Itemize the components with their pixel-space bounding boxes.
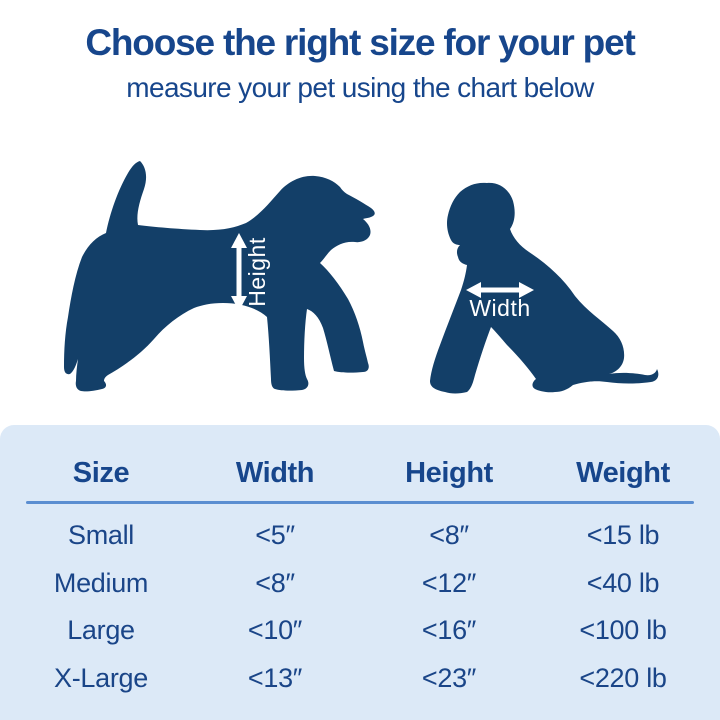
page-subtitle: measure your pet using the chart below [126,72,594,103]
sitting-dog-figure: Width [430,182,659,394]
cell-size: Medium [53,567,149,598]
table-row-large: Large <10″ <16″ <100 lb [0,607,720,655]
cell-height: <23″ [421,662,477,693]
page-title: Choose the right size for your pet [85,22,635,63]
table-row-small: Small <5″ <8″ <15 lb [0,512,720,560]
column-header-size: Size [72,456,130,489]
cell-weight: <15 lb [586,520,660,551]
table-row-medium: Medium <8″ <12″ <40 lb [0,560,720,608]
header-divider [26,501,694,504]
column-header-width: Width [235,456,315,489]
height-measure-label: Height [244,237,270,307]
cell-width: <13″ [247,662,303,693]
cell-height: <12″ [421,567,477,598]
sitting-dog-silhouette [430,182,659,394]
width-measure-label: Width [469,295,530,321]
width-arrow-icon [466,282,534,298]
cell-size: Small [67,520,134,551]
table-row-xlarge: X-Large <13″ <23″ <220 lb [0,655,720,703]
cell-height: <8″ [429,520,469,551]
cell-weight: <220 lb [579,662,667,693]
size-chart-header-row: Size Width Height Weight [0,445,720,501]
cell-width: <10″ [247,615,303,646]
column-header-height: Height [405,456,493,489]
cell-weight: <100 lb [579,615,667,646]
standing-dog-silhouette [64,161,375,392]
cell-width: <8″ [255,567,295,598]
size-chart-body: Small <5″ <8″ <15 lb Medium <8″ <12″ <40… [0,512,720,702]
cell-width: <5″ [255,520,295,551]
column-header-weight: Weight [576,456,670,489]
size-chart-panel: Size Width Height Weight Small <5″ <8″ <… [0,425,720,720]
height-arrow-icon [231,233,247,311]
standing-dog-figure: Height [64,161,375,392]
cell-size: Large [67,615,135,646]
cell-height: <16″ [421,615,477,646]
cell-weight: <40 lb [586,567,660,598]
cell-size: X-Large [54,662,148,693]
